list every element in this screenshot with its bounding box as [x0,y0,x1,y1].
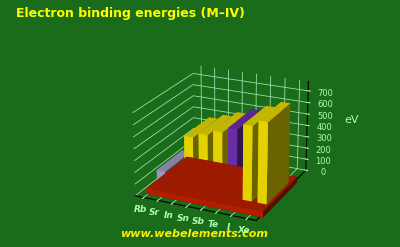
Text: www.webelements.com: www.webelements.com [120,229,268,239]
Text: Electron binding energies (M–IV): Electron binding energies (M–IV) [16,7,245,21]
